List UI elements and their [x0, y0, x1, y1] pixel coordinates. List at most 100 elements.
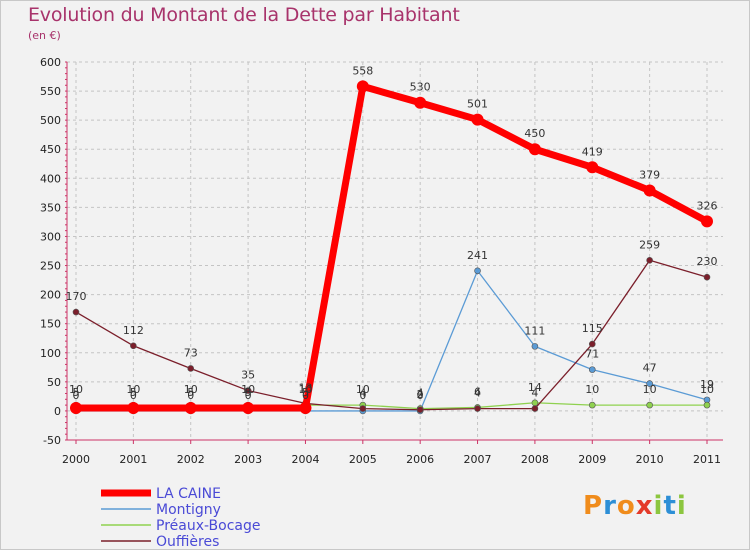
- data-label: 115: [582, 322, 603, 335]
- data-label: 0: [302, 389, 309, 402]
- data-label: 0: [359, 389, 366, 402]
- data-point: [646, 380, 653, 387]
- logo-letter: o: [616, 491, 636, 521]
- data-label: 170: [66, 290, 87, 303]
- chart-title: Evolution du Montant de la Dette par Hab…: [28, 4, 460, 26]
- legend-label: Montigny: [156, 502, 221, 518]
- y-tick-label: 400: [40, 172, 61, 185]
- data-label: 4: [531, 387, 538, 400]
- data-label: 5: [187, 386, 194, 399]
- data-point: [588, 340, 596, 348]
- legend-label: Ouffières: [156, 534, 219, 550]
- data-label: 326: [697, 199, 718, 212]
- data-point: [703, 273, 711, 281]
- x-tick-label: 2008: [521, 453, 549, 466]
- y-tick-label: 100: [40, 347, 61, 360]
- y-tick-label: 350: [40, 201, 61, 214]
- axes: [65, 61, 723, 444]
- data-point: [70, 402, 82, 415]
- data-label: 0: [130, 389, 137, 402]
- series-line-la-caine: [72, 82, 711, 412]
- series-line-ouffi-res: [75, 259, 708, 411]
- data-label: 10: [241, 383, 255, 396]
- data-label: 0: [245, 389, 252, 402]
- data-label: 4: [474, 387, 481, 400]
- data-label: 419: [582, 145, 603, 158]
- y-tick-label: 500: [40, 114, 61, 127]
- data-point: [471, 113, 484, 126]
- data-label: 230: [697, 255, 718, 268]
- y-tick-label: 300: [40, 230, 61, 243]
- x-tick-label: 2000: [62, 453, 90, 466]
- y-tick-label: 550: [40, 85, 61, 98]
- data-point: [531, 343, 539, 350]
- data-point: [588, 401, 596, 409]
- logo-letter: t: [663, 491, 677, 521]
- data-label: 259: [639, 238, 660, 251]
- data-label: 112: [123, 324, 144, 337]
- y-tick-label: -50: [43, 434, 61, 447]
- x-axis-ticks: 2000 2001 2002 2003 2004 2005 2006 2007 2008 2009…: [62, 453, 721, 466]
- logo-letter: P: [583, 491, 604, 521]
- x-tick-label: 2002: [177, 453, 205, 466]
- y-tick-label: 600: [40, 56, 61, 69]
- data-label: 450: [524, 127, 545, 140]
- data-point: [531, 399, 539, 407]
- data-point: [586, 161, 599, 174]
- logo-letter: i: [676, 491, 687, 521]
- data-point: [244, 387, 252, 394]
- data-point: [528, 143, 541, 156]
- data-label: 2: [417, 388, 424, 401]
- logo-letter: i: [653, 491, 664, 521]
- grid-lines: [67, 61, 723, 441]
- x-tick-label: 2001: [119, 453, 147, 466]
- data-label: 379: [639, 169, 660, 182]
- data-label: 111: [524, 324, 545, 337]
- logo-letter: x: [635, 491, 654, 521]
- data-label: 4: [417, 387, 424, 400]
- plot-area: [67, 62, 723, 440]
- x-tick-label: 2011: [693, 453, 721, 466]
- data-point: [646, 401, 653, 409]
- data-point: [359, 405, 367, 412]
- data-label: 10: [298, 383, 312, 396]
- data-label: 4: [359, 387, 366, 400]
- proxiti-logo: Proxiti: [583, 491, 687, 521]
- data-point: [72, 308, 80, 316]
- data-label: 5: [73, 386, 80, 399]
- data-label: 0: [73, 389, 80, 402]
- data-label: 501: [467, 98, 488, 111]
- x-tick-label: 2005: [349, 453, 377, 466]
- data-label: 5: [130, 386, 137, 399]
- data-label: 13: [298, 381, 312, 394]
- data-label: 6: [474, 385, 481, 398]
- data-label: 35: [241, 369, 255, 382]
- legend-label: Préaux-Bocage: [156, 518, 261, 534]
- data-point: [643, 184, 656, 197]
- data-point: [703, 401, 711, 409]
- data-label: 0: [417, 389, 424, 402]
- y-tick-label: 200: [40, 289, 61, 302]
- y-tick-label: 450: [40, 143, 61, 156]
- data-point: [356, 80, 369, 93]
- data-label: 10: [126, 383, 140, 396]
- y-axis-ticks: -50 0 50 100 150 200 250 300 350 400 450 500 550 600: [40, 56, 61, 447]
- data-label: 10: [643, 383, 657, 396]
- data-point: [242, 402, 255, 415]
- data-label: 10: [69, 383, 83, 396]
- data-point: [646, 257, 653, 264]
- data-label: 19: [700, 378, 714, 391]
- data-point: [184, 402, 197, 415]
- data-point: [701, 215, 713, 228]
- chart-subtitle: (en €): [28, 29, 61, 42]
- x-tick-label: 2003: [234, 453, 262, 466]
- data-label: 73: [184, 346, 198, 359]
- data-label: 10: [356, 383, 370, 396]
- series-group: [70, 80, 713, 415]
- data-point: [474, 267, 481, 275]
- data-point: [187, 365, 195, 372]
- data-label: 0: [187, 389, 194, 402]
- x-tick-label: 2010: [636, 453, 664, 466]
